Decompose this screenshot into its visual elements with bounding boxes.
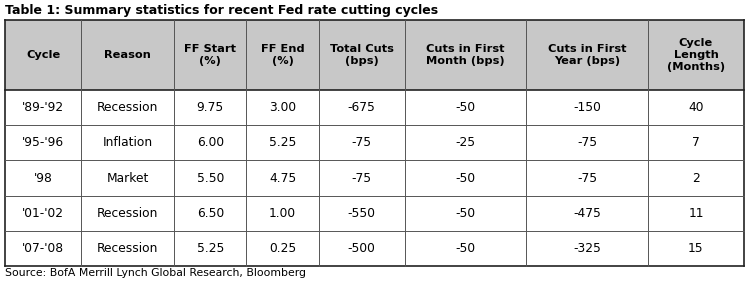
Text: Cycle
Length
(Months): Cycle Length (Months) xyxy=(667,38,725,72)
Bar xyxy=(405,90,527,125)
Bar xyxy=(648,20,744,90)
Text: '89-'92: '89-'92 xyxy=(22,101,64,114)
Text: -50: -50 xyxy=(455,242,476,255)
Text: 2: 2 xyxy=(692,172,700,184)
Bar xyxy=(246,160,318,196)
Bar xyxy=(5,160,82,196)
Text: Inflation: Inflation xyxy=(103,136,153,149)
Text: Cuts in First
Month (bps): Cuts in First Month (bps) xyxy=(426,44,505,66)
Bar xyxy=(405,231,527,266)
Bar xyxy=(82,125,175,160)
Text: -25: -25 xyxy=(455,136,476,149)
Text: '07-'08: '07-'08 xyxy=(22,242,64,255)
Text: Cuts in First
Year (bps): Cuts in First Year (bps) xyxy=(548,44,626,66)
Bar xyxy=(175,160,246,196)
Text: 11: 11 xyxy=(688,207,704,220)
Text: -75: -75 xyxy=(577,172,597,184)
Text: Recession: Recession xyxy=(97,242,159,255)
Text: Source: BofA Merrill Lynch Global Research, Bloomberg: Source: BofA Merrill Lynch Global Resear… xyxy=(5,268,306,278)
Bar xyxy=(318,125,405,160)
Bar xyxy=(246,90,318,125)
Bar xyxy=(648,231,744,266)
Bar xyxy=(246,231,318,266)
Bar xyxy=(5,90,82,125)
Text: Cycle: Cycle xyxy=(26,50,61,60)
Bar xyxy=(246,20,318,90)
Bar xyxy=(405,160,527,196)
Bar xyxy=(648,90,744,125)
Text: -50: -50 xyxy=(455,101,476,114)
Text: Table 1: Summary statistics for recent Fed rate cutting cycles: Table 1: Summary statistics for recent F… xyxy=(5,4,438,17)
Text: FF End
(%): FF End (%) xyxy=(261,44,304,66)
Bar xyxy=(318,196,405,231)
Text: 4.75: 4.75 xyxy=(269,172,296,184)
Bar xyxy=(405,196,527,231)
Bar xyxy=(82,20,175,90)
Text: '01-'02: '01-'02 xyxy=(22,207,64,220)
Bar xyxy=(82,231,175,266)
Text: -500: -500 xyxy=(348,242,376,255)
Text: 15: 15 xyxy=(688,242,704,255)
Text: 3.00: 3.00 xyxy=(269,101,296,114)
Bar xyxy=(318,160,405,196)
Bar xyxy=(527,231,648,266)
Bar xyxy=(82,196,175,231)
Bar xyxy=(82,90,175,125)
Bar xyxy=(527,20,648,90)
Bar xyxy=(318,20,405,90)
Text: 1.00: 1.00 xyxy=(269,207,296,220)
Text: Recession: Recession xyxy=(97,207,159,220)
Text: Total Cuts
(bps): Total Cuts (bps) xyxy=(330,44,394,66)
Text: -675: -675 xyxy=(348,101,376,114)
Text: -150: -150 xyxy=(573,101,601,114)
Text: 6.00: 6.00 xyxy=(197,136,224,149)
Bar xyxy=(5,231,82,266)
Text: -325: -325 xyxy=(573,242,601,255)
Bar xyxy=(175,196,246,231)
Text: 9.75: 9.75 xyxy=(197,101,224,114)
Text: -75: -75 xyxy=(577,136,597,149)
Text: -75: -75 xyxy=(352,136,372,149)
Bar xyxy=(648,160,744,196)
Bar xyxy=(5,125,82,160)
Text: -475: -475 xyxy=(573,207,601,220)
Text: -50: -50 xyxy=(455,207,476,220)
Text: Recession: Recession xyxy=(97,101,159,114)
Bar xyxy=(5,20,82,90)
Bar xyxy=(246,196,318,231)
Text: 5.25: 5.25 xyxy=(196,242,224,255)
Text: 40: 40 xyxy=(688,101,704,114)
Text: 5.25: 5.25 xyxy=(269,136,296,149)
Text: -550: -550 xyxy=(348,207,376,220)
Text: '95-'96: '95-'96 xyxy=(22,136,64,149)
Bar xyxy=(246,125,318,160)
Bar xyxy=(318,231,405,266)
Text: -75: -75 xyxy=(352,172,372,184)
Bar xyxy=(82,160,175,196)
Bar xyxy=(175,20,246,90)
Text: 5.50: 5.50 xyxy=(196,172,224,184)
Bar xyxy=(5,196,82,231)
Bar xyxy=(318,90,405,125)
Bar xyxy=(527,160,648,196)
Text: -50: -50 xyxy=(455,172,476,184)
Bar xyxy=(527,196,648,231)
Text: Market: Market xyxy=(106,172,149,184)
Bar xyxy=(527,125,648,160)
Bar xyxy=(527,90,648,125)
Bar xyxy=(175,90,246,125)
Text: '98: '98 xyxy=(34,172,52,184)
Bar xyxy=(175,231,246,266)
Bar xyxy=(405,125,527,160)
Bar xyxy=(175,125,246,160)
Text: 0.25: 0.25 xyxy=(269,242,296,255)
Text: FF Start
(%): FF Start (%) xyxy=(184,44,236,66)
Text: Reason: Reason xyxy=(104,50,151,60)
Bar xyxy=(648,125,744,160)
Bar xyxy=(405,20,527,90)
Bar xyxy=(648,196,744,231)
Text: 7: 7 xyxy=(692,136,700,149)
Text: 6.50: 6.50 xyxy=(197,207,224,220)
